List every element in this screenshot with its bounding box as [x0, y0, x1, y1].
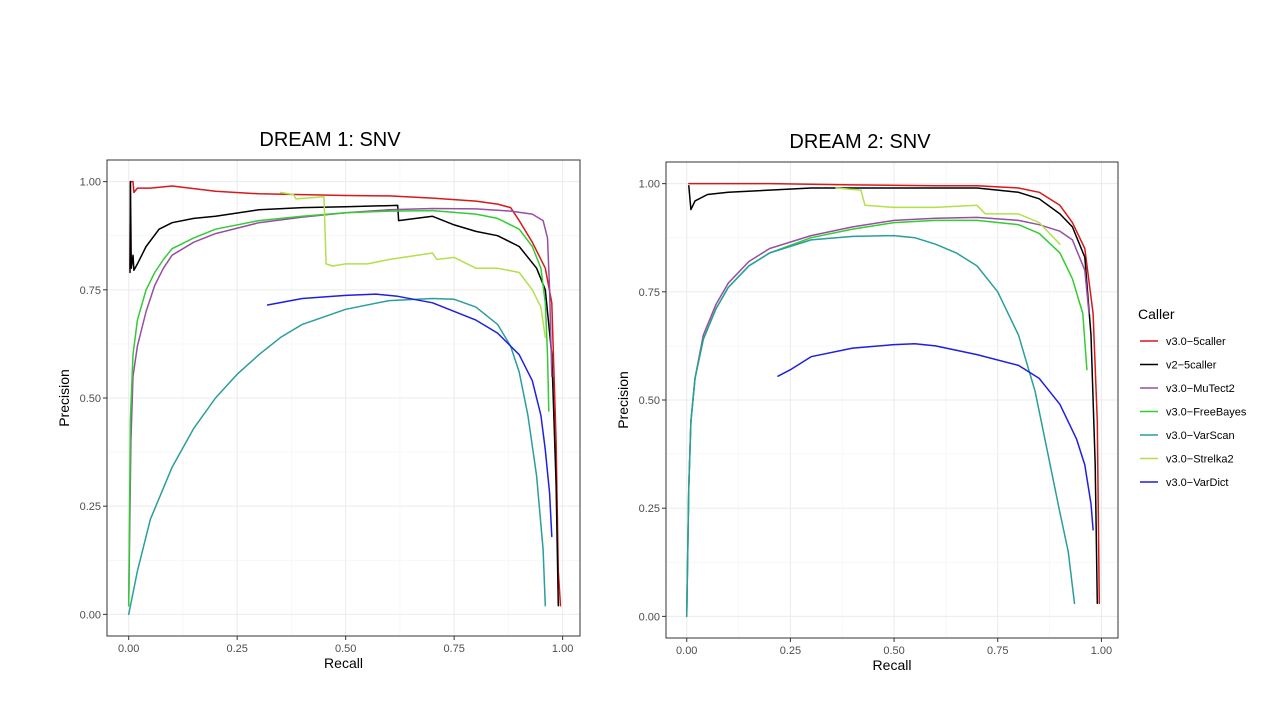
y-tick-label: 0.75 [639, 287, 660, 299]
y-tick-label: 0.25 [639, 503, 660, 515]
x-tick-label: 0.50 [335, 643, 356, 655]
x-tick-label: 1.00 [1091, 645, 1112, 657]
chart-title: DREAM 2: SNV [789, 131, 931, 153]
x-tick-label: 0.25 [780, 645, 801, 657]
legend: Caller v3.0−5caller v2−5caller v3.0−MuTect2… [1138, 306, 1247, 489]
x-tick-label: 0.50 [883, 645, 904, 657]
legend-label: v3.0−VarScan [1166, 430, 1235, 442]
x-tick-label: 0.00 [118, 643, 139, 655]
chart-panel-2: 0.00 0.25 0.50 0.75 1.00 0.00 0.25 0.50 0.75 1.00… [615, 131, 1119, 673]
x-tick-label: 0.75 [987, 645, 1008, 657]
series-line-6 [835, 187, 1061, 245]
series-line-3 [127, 207, 553, 607]
x-tick-label: 1.00 [552, 643, 573, 655]
series-line-2 [688, 185, 1099, 605]
series-line-7 [266, 293, 553, 538]
y-axis-label: Precision [56, 369, 72, 427]
plot-frame [106, 159, 581, 637]
series-line-5 [685, 234, 1076, 618]
series-line-1 [688, 182, 1101, 605]
series-line-1 [129, 180, 562, 607]
y-tick-label: 0.50 [80, 393, 101, 405]
series-line-7 [777, 342, 1094, 531]
y-tick-label: 1.00 [639, 179, 660, 191]
chart-panel-1: 0.00 0.25 0.50 0.75 1.00 0.00 0.25 0.50 0.75 1.00… [56, 129, 581, 671]
x-tick-label: 0.00 [676, 645, 697, 657]
y-tick-label: 0.00 [80, 609, 101, 621]
y-tick-label: 0.50 [639, 395, 660, 407]
legend-title: Caller [1138, 306, 1175, 322]
y-tick-label: 0.25 [80, 501, 101, 513]
series-line-5 [127, 297, 547, 616]
x-tick-label: 0.75 [443, 643, 464, 655]
chart-title: DREAM 1: SNV [259, 129, 401, 151]
legend-label: v3.0−Strelka2 [1166, 454, 1234, 466]
x-axis-label: Recall [324, 655, 363, 671]
y-tick-label: 0.00 [639, 611, 660, 623]
y-tick-label: 0.75 [80, 285, 101, 297]
legend-label: v3.0−5caller [1166, 336, 1226, 348]
x-tick-label: 0.25 [226, 643, 247, 655]
y-tick-label: 1.00 [80, 177, 101, 189]
x-axis-label: Recall [873, 657, 912, 673]
legend-label: v2−5caller [1166, 360, 1217, 372]
legend-label: v3.0−VarDict [1166, 477, 1228, 489]
series-line-6 [279, 191, 547, 339]
legend-label: v3.0−MuTect2 [1166, 383, 1235, 395]
plot-frame [665, 161, 1119, 639]
legend-label: v3.0−FreeBayes [1166, 407, 1247, 419]
y-axis-label: Precision [615, 371, 631, 429]
series-line-4 [127, 209, 550, 607]
